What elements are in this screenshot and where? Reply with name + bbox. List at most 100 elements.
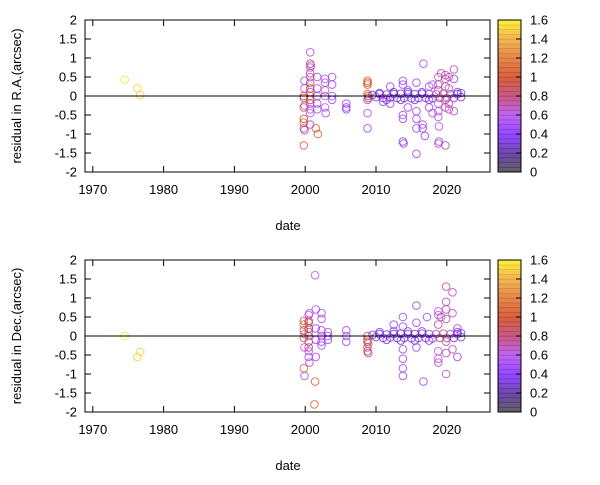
data-point: [320, 103, 330, 112]
data-point: [135, 90, 145, 100]
colorbar-band: [498, 153, 521, 159]
y-tick-label: 1.5: [59, 32, 77, 47]
data-point: [441, 282, 451, 291]
y-tick-label: 0: [70, 329, 77, 344]
data-point: [317, 308, 326, 318]
data-point: [441, 314, 451, 324]
colorbar-band: [498, 321, 521, 327]
data-point: [363, 124, 372, 133]
data-point: [299, 141, 309, 150]
colorbar: 1.6 1.4 1.2 1 0.8 0.6 0.4 0.2 0: [497, 253, 548, 420]
y-tick-label: -1: [65, 367, 77, 382]
data-point: [412, 114, 421, 124]
colorbar-band: [498, 274, 521, 280]
data-point: [310, 377, 320, 386]
colorbar-band: [498, 317, 521, 323]
data-point: [327, 72, 337, 82]
colorbar-band: [498, 20, 521, 26]
colorbar-band: [498, 96, 521, 102]
data-point: [444, 72, 454, 82]
data-point: [389, 87, 399, 97]
data-point: [305, 308, 314, 318]
colorbar-band: [498, 393, 521, 399]
y-tick-label: 2: [70, 253, 77, 268]
data-point: [448, 308, 457, 318]
colorbar-band: [498, 157, 521, 163]
data-point: [398, 312, 408, 322]
data-point: [412, 78, 421, 87]
data-point: [398, 354, 408, 364]
data-point: [342, 326, 351, 335]
data-point: [299, 114, 309, 124]
data-point: [441, 305, 451, 314]
data-point: [436, 312, 446, 322]
data-point: [363, 348, 373, 358]
colorbar-band: [498, 326, 521, 332]
colorbar-tick-label: 1.6: [530, 13, 548, 28]
colorbar-band: [498, 124, 521, 130]
data-point: [418, 120, 428, 129]
y-tick-label: 1.5: [59, 272, 77, 287]
y-tick-label: -2: [65, 405, 77, 420]
colorbar-band: [498, 283, 521, 289]
x-tick-label: 1970: [78, 182, 107, 197]
y-tick-label: 1: [70, 291, 77, 306]
colorbar-band: [498, 167, 521, 173]
data-point: [305, 72, 315, 82]
data-point: [412, 343, 421, 352]
data-point: [375, 88, 384, 98]
data-point: [419, 377, 428, 386]
data-point: [321, 108, 331, 118]
colorbar-band: [498, 72, 521, 78]
colorbar-band: [498, 402, 521, 408]
colorbar-band: [498, 91, 521, 97]
colorbar-band: [498, 359, 521, 365]
data-point: [135, 347, 145, 357]
data-point: [449, 74, 459, 84]
colorbar-tick-label: 0.2: [530, 146, 548, 161]
x-tick-label: 2010: [362, 182, 391, 197]
data-point: [428, 80, 437, 89]
colorbar-band: [498, 383, 521, 389]
colorbar-tick-label: 0.6: [530, 108, 548, 123]
data-point: [434, 307, 443, 316]
y-tick-label: -0.5: [55, 348, 77, 363]
colorbar-band: [498, 39, 521, 45]
x-axis-label: date: [275, 218, 300, 233]
data-point: [441, 337, 451, 347]
colorbar-band: [498, 350, 521, 356]
colorbar-tick-label: 1.6: [530, 253, 548, 268]
data-point: [419, 59, 428, 69]
y-tick-label: -2: [65, 165, 77, 180]
y-tick-label: 0.5: [59, 70, 77, 85]
data-point: [363, 339, 373, 348]
data-point: [342, 105, 351, 114]
colorbar-band: [498, 29, 521, 35]
data-point: [317, 337, 326, 347]
data-point: [389, 327, 399, 336]
colorbar-band: [498, 34, 521, 40]
data-point: [434, 358, 443, 367]
data-point: [434, 346, 443, 356]
data-point: [453, 352, 462, 362]
x-tick-label: 1980: [149, 422, 178, 437]
data-point: [398, 322, 408, 331]
colorbar-band: [498, 264, 521, 270]
data-point: [300, 371, 309, 381]
y-tick-label: 2: [70, 13, 77, 28]
colorbar-band: [498, 331, 521, 337]
colorbar-tick-label: 0: [530, 405, 537, 420]
data-point: [412, 149, 421, 159]
y-tick-label: 1: [70, 51, 77, 66]
data-point: [310, 270, 320, 280]
colorbar-tick-label: 0.4: [530, 367, 548, 382]
data-point: [398, 364, 408, 373]
data-point: [305, 78, 315, 87]
data-point: [311, 324, 321, 333]
data-point: [398, 114, 408, 124]
colorbar-band: [498, 105, 521, 111]
colorbar-band: [498, 86, 521, 92]
y-axis-label: residual in Dec.(arcsec): [9, 268, 24, 405]
data-point: [300, 125, 309, 135]
